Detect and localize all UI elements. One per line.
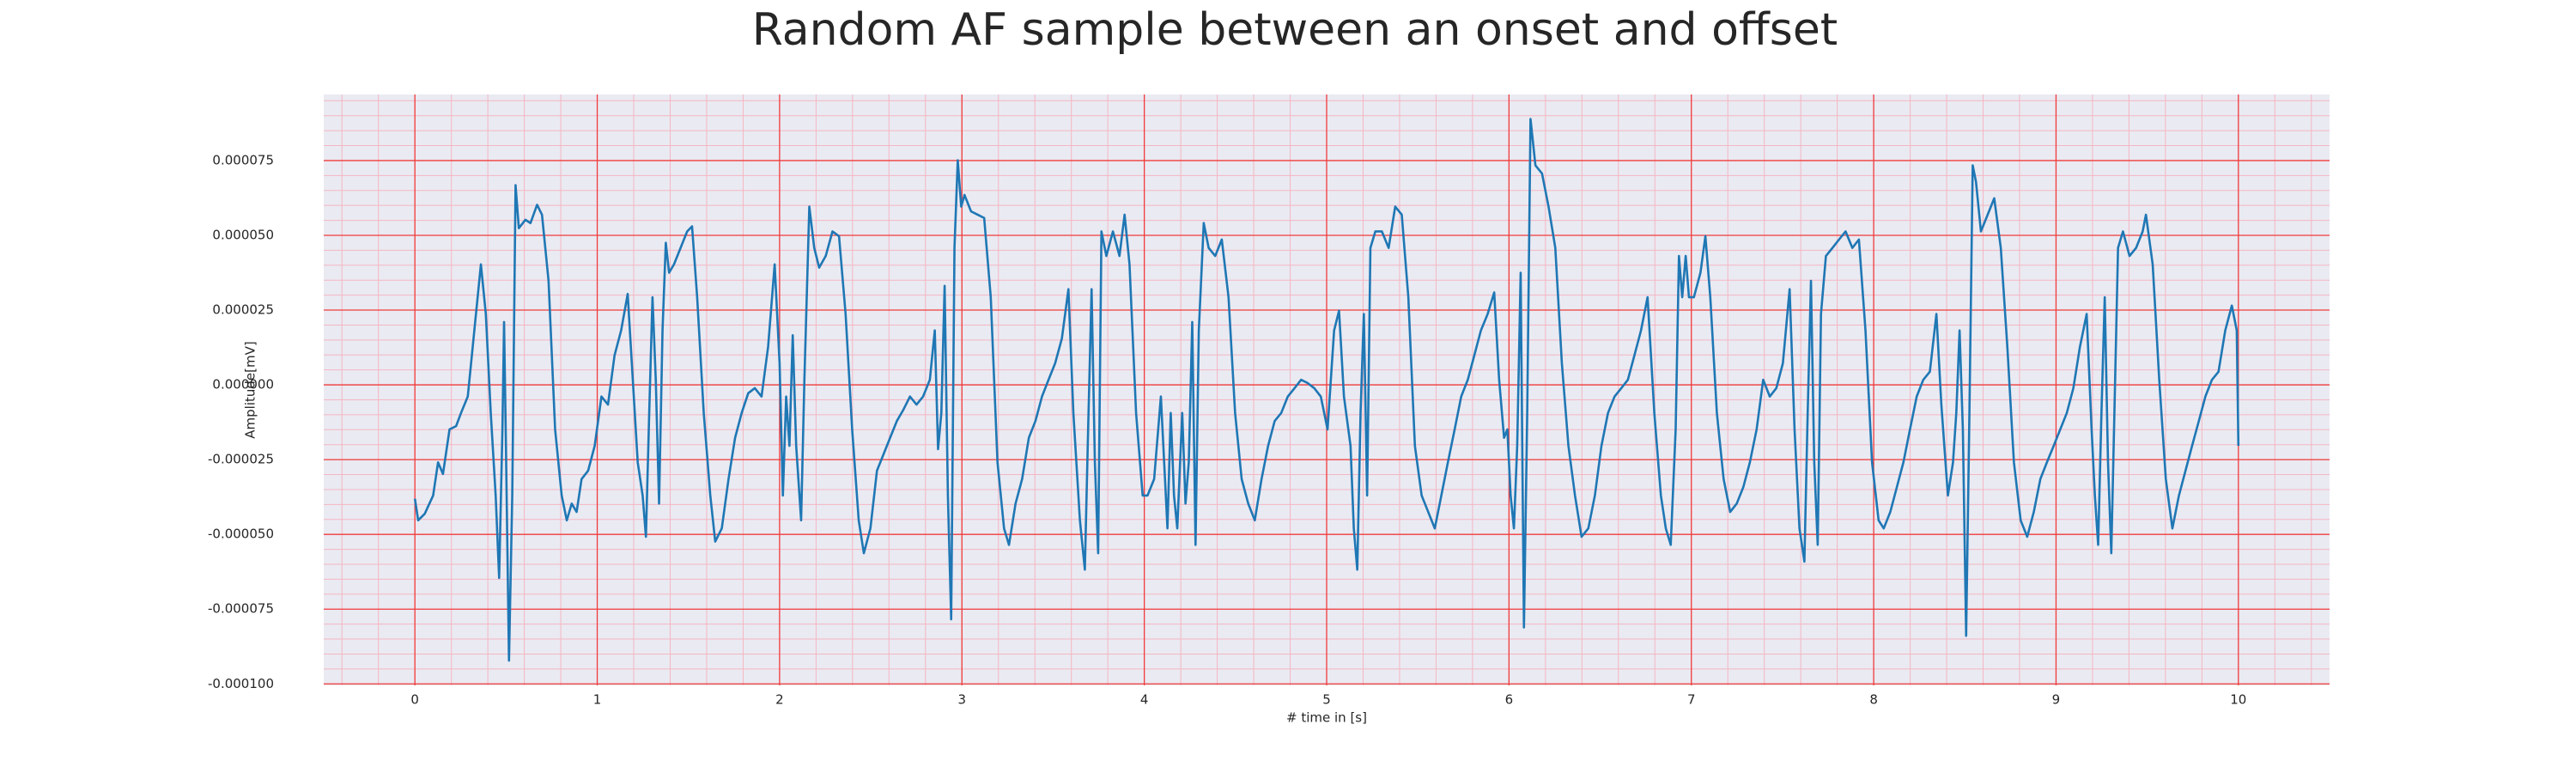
y-tick-label: 0.000000: [212, 377, 274, 393]
x-tick-label: 2: [775, 692, 784, 708]
x-tick-label: 1: [593, 692, 602, 708]
y-tick-label: -0.000025: [208, 452, 274, 467]
y-tick-label: 0.000075: [212, 152, 274, 167]
y-tick-label: -0.000075: [208, 601, 274, 617]
x-tick-label: 4: [1140, 692, 1149, 708]
y-tick-label: 0.000050: [212, 227, 274, 242]
chart-title: Random AF sample between an onset and of…: [752, 4, 1838, 56]
x-tick-label: 10: [2230, 692, 2246, 708]
y-tick-label: -0.000100: [208, 676, 274, 691]
x-axis-label: # time in [s]: [1286, 710, 1367, 726]
x-tick-label: 9: [2052, 692, 2061, 708]
data-line: [413, 118, 2240, 662]
x-tick-label: 7: [1687, 692, 1696, 708]
y-axis-label: Amplitude[mV]: [243, 341, 258, 438]
y-tick-label: 0.000025: [212, 302, 274, 318]
x-tick-label: 3: [957, 692, 966, 708]
x-tick-label: 5: [1322, 692, 1331, 708]
x-tick-label: 8: [1869, 692, 1878, 708]
x-tick-label: 6: [1505, 692, 1514, 708]
y-tick-label: -0.000050: [208, 526, 274, 542]
x-tick-label: 0: [410, 692, 419, 708]
